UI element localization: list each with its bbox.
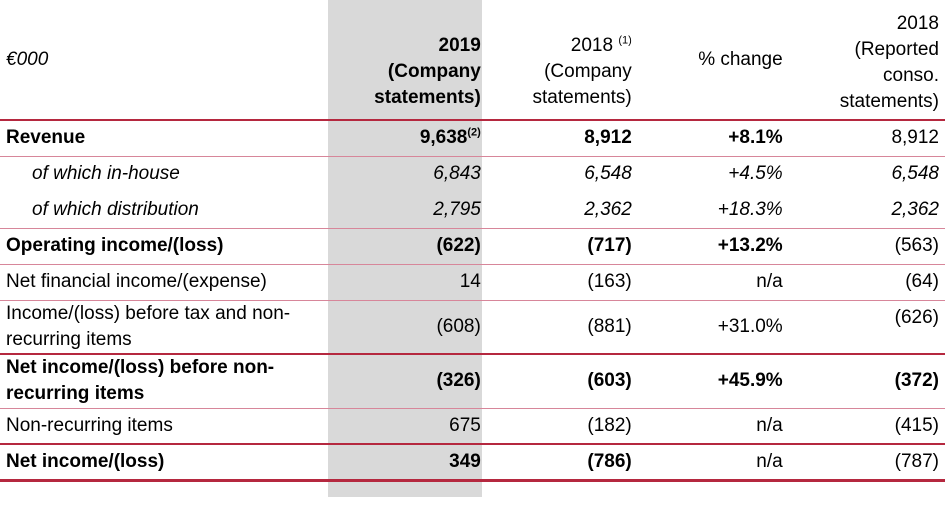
income-statement-table: €000 2019 (Company statements) 2018 (1) … [0, 0, 945, 482]
header-2018: 2018 (1) (Company statements) [532, 34, 632, 108]
table-row: Revenue 9,638(2) 8,912 +8.1% 8,912 [0, 119, 945, 156]
table-row: of which distribution 2,795 2,362 +18.3%… [32, 198, 939, 220]
currency-unit-label: €000 [6, 48, 49, 70]
header-2019: 2019 (Company statements) [374, 35, 481, 108]
table-row: Net income/(loss) 349 (786) n/a (787) [0, 443, 945, 482]
table-row: of which in-house 6,843 6,548 +4.5% 6,54… [0, 155, 945, 192]
header-2018-reported: 2018 (Reported conso. statements) [839, 13, 939, 112]
table-row: Net financial income/(expense) 14 (163) … [0, 263, 945, 300]
header-row: €000 2019 (Company statements) 2018 (1) … [0, 0, 945, 120]
table-row: Non-recurring items 675 (182) n/a (415) [0, 407, 945, 444]
header-change: % change [698, 48, 783, 70]
footnote-2: (2) [467, 126, 481, 139]
table-row: Income/(loss) before tax and non- recurr… [0, 299, 945, 354]
table-row: Operating income/(loss) (622) (717) +13.… [0, 227, 945, 264]
footnote-1: (1) [618, 34, 632, 47]
table-row: Net income/(loss) before non- recurring … [0, 353, 945, 408]
